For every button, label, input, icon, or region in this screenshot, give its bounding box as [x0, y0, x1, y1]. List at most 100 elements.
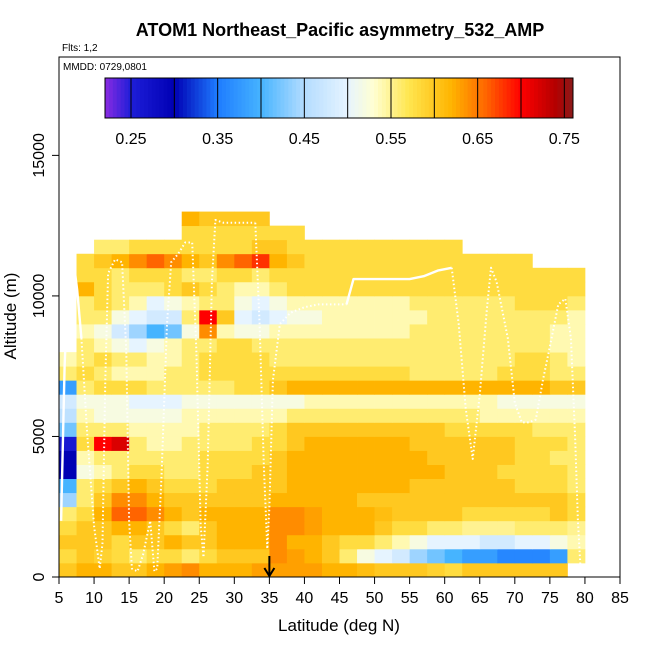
heatmap-cell: [146, 394, 165, 409]
heatmap-cell: [234, 211, 253, 227]
heatmap-cell: [234, 422, 253, 437]
heatmap-cell: [357, 309, 375, 325]
heatmap-cell: [339, 478, 358, 494]
heatmap-cell: [304, 422, 323, 437]
heatmap-cell: [286, 225, 305, 241]
heatmap-cell: [216, 211, 235, 227]
heatmap-cell: [427, 506, 446, 522]
heatmap-cell: [111, 562, 130, 578]
heatmap-cell: [199, 380, 218, 395]
heatmap-cell: [479, 562, 498, 578]
heatmap-cell: [94, 534, 112, 550]
colorbar-swatch: [136, 78, 141, 118]
heatmap-cell: [321, 562, 340, 578]
heatmap-cell: [129, 309, 148, 325]
heatmap-cell: [234, 225, 253, 241]
heatmap-cell: [374, 281, 393, 297]
heatmap-cell: [462, 394, 481, 409]
colorbar-tick-label: 0.35: [202, 131, 233, 148]
colorbar-swatch: [222, 78, 227, 118]
colorbar-swatch: [522, 78, 527, 118]
colorbar-swatch: [264, 78, 270, 118]
heatmap-cell: [514, 408, 533, 423]
heatmap-cell: [427, 436, 446, 451]
heatmap-cell: [444, 352, 463, 367]
heatmap-cell: [164, 366, 183, 381]
heatmap-cell: [497, 380, 516, 395]
colorbar-swatch: [549, 78, 554, 118]
heatmap-cell: [111, 506, 130, 522]
heatmap-cell: [94, 422, 112, 437]
colorbar-swatch: [487, 78, 492, 118]
heatmap-cell: [374, 309, 393, 325]
heatmap-cell: [409, 492, 428, 508]
heatmap-cell: [251, 520, 270, 536]
heatmap-cell: [479, 478, 498, 494]
heatmap-cell: [164, 478, 183, 494]
colorbar-swatch: [378, 78, 383, 118]
heatmap-cell: [59, 492, 77, 508]
heatmap-cell: [129, 366, 148, 381]
flight-track-segment: [345, 266, 452, 305]
heatmap-cell: [181, 239, 200, 255]
heatmap-cell: [549, 478, 568, 494]
heatmap-cell: [427, 422, 446, 437]
heatmap-cell: [76, 548, 95, 564]
heatmap-cell: [234, 492, 253, 508]
heatmap-cell: [129, 408, 148, 423]
dates-note: MMDD: 0729,0801: [63, 62, 147, 73]
heatmap-cell: [374, 366, 393, 381]
heatmap-cell: [357, 534, 375, 550]
heatmap-cell: [251, 239, 270, 255]
heatmap-cell: [181, 253, 200, 269]
heatmap-cell: [409, 464, 428, 480]
heatmap-cell: [94, 267, 112, 283]
heatmap-cell: [94, 253, 112, 269]
heatmap-cell: [462, 366, 481, 381]
heatmap-cell: [409, 506, 428, 522]
heatmap-cell: [532, 464, 551, 480]
heatmap-cell: [549, 408, 568, 423]
heatmap-cell: [234, 253, 253, 269]
heatmap-cell: [357, 548, 375, 564]
heatmap-cell: [567, 338, 586, 353]
heatmap-cell: [497, 436, 516, 451]
heatmap-cell: [94, 548, 112, 564]
colorbar-swatch: [385, 78, 391, 118]
heatmap-cell: [269, 309, 288, 325]
heatmap-cell: [549, 380, 568, 395]
heatmap-cell: [392, 464, 411, 480]
heatmap-cell: [234, 267, 253, 283]
heatmap-cell: [549, 534, 568, 550]
heatmap-cell: [251, 253, 270, 269]
colorbar-swatch: [428, 78, 434, 118]
heatmap-cell: [111, 352, 130, 367]
colorbar-swatch: [526, 78, 531, 118]
heatmap-cell: [146, 408, 165, 423]
heatmap-cell: [59, 366, 77, 381]
heatmap-cell: [462, 450, 481, 465]
heatmap-cell: [392, 366, 411, 381]
heatmap-cell: [532, 281, 551, 297]
heatmap-cell: [409, 394, 428, 409]
heatmap-cell: [234, 534, 253, 550]
heatmap-cell: [216, 422, 235, 437]
colorbar-swatch: [545, 78, 551, 118]
heatmap-cell: [286, 239, 305, 255]
heatmap-cell: [567, 324, 586, 339]
heatmap-cell: [462, 380, 481, 395]
heatmap-cell: [216, 338, 235, 353]
heatmap-cell: [549, 366, 568, 381]
heatmap-cell: [304, 464, 323, 480]
flights-note: Flts: 1,2: [62, 43, 98, 54]
heatmap-cell: [409, 450, 428, 465]
heatmap-cell: [339, 295, 358, 311]
heatmap-cell: [392, 380, 411, 395]
heatmap-cell: [357, 380, 375, 395]
colorbar-swatch: [214, 78, 219, 118]
colorbar-swatch: [296, 78, 301, 118]
heatmap-cell: [357, 239, 375, 255]
heatmap-cell: [216, 309, 235, 325]
heatmap-cell: [374, 408, 393, 423]
heatmap-cell: [392, 281, 411, 297]
